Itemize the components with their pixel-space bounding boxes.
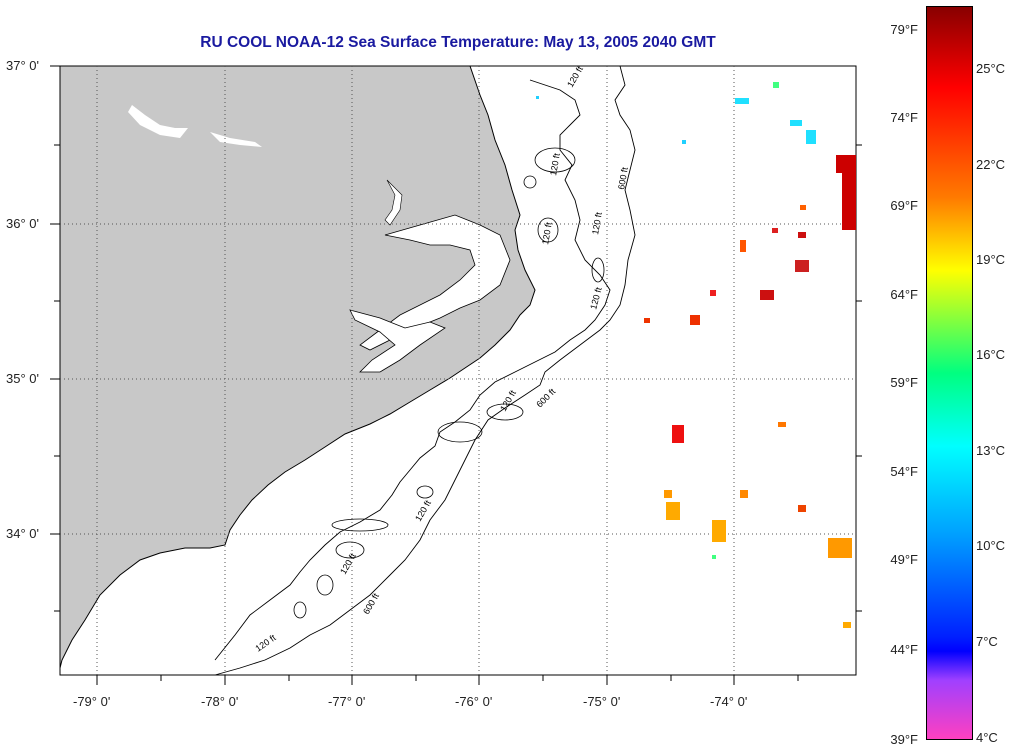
sst-patch [790, 120, 802, 126]
colorbar-c-label: 22°C [976, 157, 1006, 172]
sst-patch [740, 240, 746, 252]
contour-label: 120 ft [540, 221, 554, 245]
colorbar-c-label: 13°C [976, 443, 1006, 458]
isobath-600ft [214, 65, 636, 676]
colorbar-f-label: 74°F [890, 110, 918, 125]
sst-patch [664, 490, 672, 498]
lat-label: 35° 0' [6, 371, 39, 386]
colorbar-c-label: 4°C [976, 730, 998, 745]
contour-label: 600 ft [616, 166, 630, 190]
colorbar-f-label: 54°F [890, 464, 918, 479]
colorbar-f-label: 44°F [890, 642, 918, 657]
sst-patch [773, 82, 779, 88]
lon-label: -74° 0' [710, 694, 748, 709]
lon-label: -76° 0' [455, 694, 493, 709]
colorbar-f-label: 64°F [890, 287, 918, 302]
colorbar-c-label: 25°C [976, 61, 1006, 76]
isobath-loops [293, 147, 605, 619]
temperature-colorbar [926, 6, 973, 740]
lon-label: -78° 0' [201, 694, 239, 709]
lat-label: 37° 0' [6, 58, 39, 73]
tick-marks [50, 65, 862, 685]
sst-patch [682, 140, 686, 144]
colorbar-f-label: 59°F [890, 375, 918, 390]
sst-patch [842, 170, 856, 230]
colorbar-c-label: 10°C [976, 538, 1006, 553]
sst-patch [800, 205, 806, 210]
contour-label: 120 ft [548, 152, 562, 176]
lat-label: 36° 0' [6, 216, 39, 231]
lat-label: 34° 0' [6, 526, 39, 541]
river [384, 179, 403, 226]
contour-label: 120 ft [590, 211, 604, 235]
sst-patch [672, 425, 684, 443]
land-area [59, 65, 536, 669]
sst-patch [778, 422, 786, 427]
sst-patch [536, 96, 539, 99]
colorbar-f-label: 39°F [890, 732, 918, 747]
sst-patch [828, 538, 852, 558]
lon-label: -75° 0' [583, 694, 621, 709]
colorbar-c-label: 7°C [976, 634, 998, 649]
sst-patch [760, 290, 774, 300]
sst-patch [795, 260, 809, 272]
lake [210, 132, 262, 147]
colorbar-c-label: 16°C [976, 347, 1006, 362]
colorbar-f-label: 79°F [890, 22, 918, 37]
isobath-120ft [214, 79, 611, 661]
sst-patch [806, 130, 816, 144]
sound [359, 214, 511, 351]
sst-patch [798, 505, 806, 512]
sst-patch [740, 490, 748, 498]
colorbar-c-label: 19°C [976, 252, 1006, 267]
sst-patch [710, 290, 716, 296]
sst-patch [772, 228, 778, 233]
sst-patch [843, 622, 851, 628]
sst-patch [712, 555, 716, 559]
sst-patch [735, 98, 749, 104]
sst-patches [536, 82, 856, 628]
lake [128, 105, 188, 138]
colorbar-f-label: 49°F [890, 552, 918, 567]
sound [349, 309, 446, 373]
sst-patch [836, 155, 856, 173]
sst-patch [666, 502, 680, 520]
grid-lines [60, 66, 856, 675]
map-title: RU COOL NOAA-12 Sea Surface Temperature:… [200, 34, 716, 51]
lon-label: -77° 0' [328, 694, 366, 709]
sst-patch [690, 315, 700, 325]
sst-patch [644, 318, 650, 323]
sst-patch [712, 520, 726, 542]
lon-label: -79° 0' [73, 694, 111, 709]
sst-patch [798, 232, 806, 238]
colorbar-f-label: 69°F [890, 198, 918, 213]
